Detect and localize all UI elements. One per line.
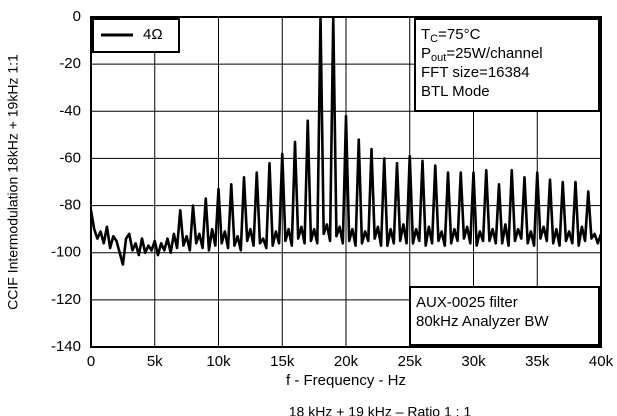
annotation-part: =75°C — [438, 26, 480, 43]
annotation-part: BTL Mode — [421, 83, 490, 100]
y-tick-label: -120 — [51, 291, 81, 308]
y-tick-label: -40 — [59, 102, 81, 119]
x-tick-label: 15k — [270, 353, 295, 370]
legend-label: 4Ω — [143, 26, 163, 43]
annotation-text: FFT size=16384 — [421, 64, 530, 81]
y-tick-label: -60 — [59, 149, 81, 166]
annotation-text: TC=75°C — [421, 26, 481, 45]
annotation-text: 80kHz Analyzer BW — [416, 313, 549, 330]
x-tick-label: 20k — [334, 353, 359, 370]
annotation-part: =25W/channel — [446, 45, 542, 62]
annotation-part: T — [421, 26, 430, 43]
annotation-box — [414, 18, 600, 112]
x-tick-label: 0 — [87, 353, 95, 370]
annotation-box — [409, 286, 600, 346]
data-line — [91, 17, 601, 266]
annotation-part: FFT size=16384 — [421, 64, 530, 81]
y-tick-label: -140 — [51, 338, 81, 355]
annotation-part: out — [431, 52, 446, 64]
annotation-part: C — [430, 33, 438, 45]
annotation-text: Pout=25W/channel — [421, 45, 543, 64]
y-tick-label: -20 — [59, 55, 81, 72]
x-axis-title: f - Frequency - Hz — [286, 372, 406, 389]
x-tick-label: 35k — [525, 353, 550, 370]
x-tick-label: 25k — [398, 353, 423, 370]
y-axis-title: CCIF Intermodulation 18kHz + 19kHz 1:1 — [5, 54, 21, 310]
y-tick-label: 0 — [73, 8, 81, 25]
x-tick-label: 40k — [589, 353, 614, 370]
annotation-part: P — [421, 45, 431, 62]
caption: 18 kHz + 19 kHz – Ratio 1 : 1 — [289, 404, 472, 416]
annotation-part: 80kHz Analyzer BW — [416, 313, 549, 330]
annotation-text: AUX-0025 filter — [416, 294, 518, 311]
x-tick-label: 5k — [147, 353, 163, 370]
annotation-text: BTL Mode — [421, 83, 490, 100]
y-tick-label: -100 — [51, 244, 81, 261]
x-tick-label: 10k — [206, 353, 231, 370]
y-tick-label: -80 — [59, 197, 81, 214]
x-tick-label: 30k — [461, 353, 486, 370]
plot-frame — [90, 16, 602, 348]
annotation-part: AUX-0025 filter — [416, 294, 518, 311]
